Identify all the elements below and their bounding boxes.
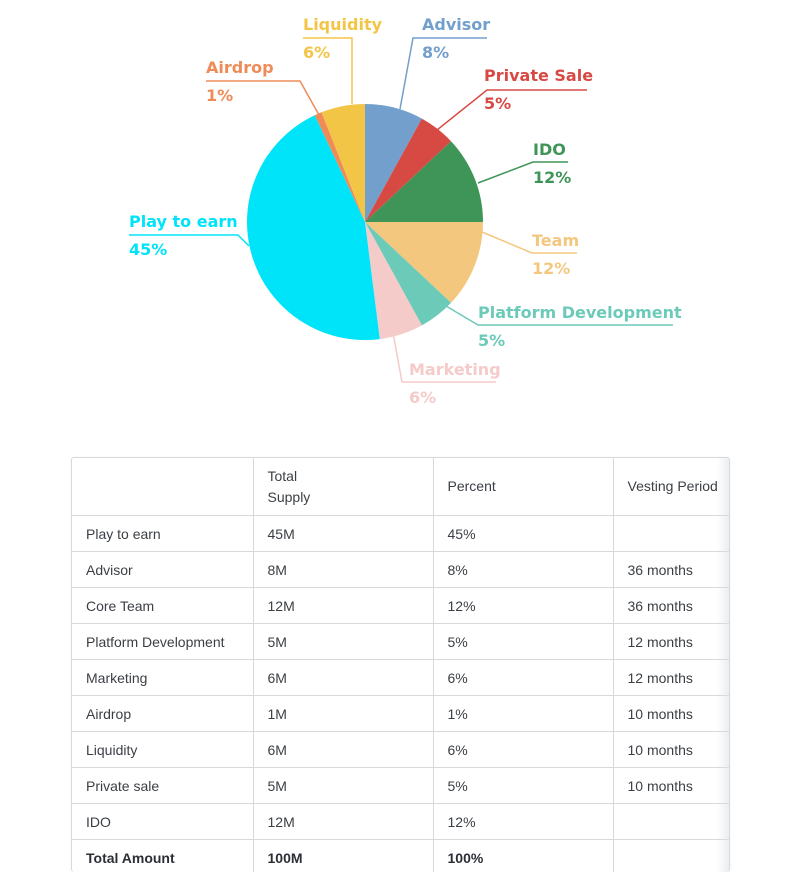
cell-percent: 45% — [433, 516, 613, 552]
token-distribution-pie-chart: Advisor 8% Private Sale 5% IDO 12% Team 12% Plat… — [0, 0, 787, 420]
slice-label: Private Sale — [484, 66, 593, 85]
cell-category: IDO — [72, 804, 253, 840]
cell-supply: 1M — [253, 696, 433, 732]
cell-vesting — [613, 516, 729, 552]
cell-vesting: 10 months — [613, 768, 729, 804]
allocation-table: Total Supply Percent Vesting Period Play … — [72, 458, 729, 872]
slice-label: Airdrop — [206, 58, 274, 77]
slice-percent-label: 5% — [478, 331, 505, 350]
cell-category: Platform Development — [72, 624, 253, 660]
cell-category: Airdrop — [72, 696, 253, 732]
header-total-supply-line1: Total — [268, 468, 298, 484]
table-row: Platform Development 5M 5% 12 months — [72, 624, 729, 660]
cell-supply: 5M — [253, 768, 433, 804]
slice-percent-label: 6% — [409, 388, 436, 407]
cell-vesting: 36 months — [613, 588, 729, 624]
cell-category: Core Team — [72, 588, 253, 624]
slice-percent-label: 5% — [484, 94, 511, 113]
slice-label: Platform Development — [478, 303, 682, 322]
table-row: Play to earn 45M 45% — [72, 516, 729, 552]
header-vesting-period: Vesting Period — [613, 458, 729, 516]
header-category — [72, 458, 253, 516]
cell-percent: 12% — [433, 588, 613, 624]
total-label: Total Amount — [72, 840, 253, 872]
cell-vesting: 12 months — [613, 624, 729, 660]
table-header-row: Total Supply Percent Vesting Period — [72, 458, 729, 516]
cell-category: Marketing — [72, 660, 253, 696]
slice-label: IDO — [533, 140, 566, 159]
table-row: Advisor 8M 8% 36 months — [72, 552, 729, 588]
cell-category: Advisor — [72, 552, 253, 588]
slice-percent-label: 45% — [129, 240, 167, 259]
slice-label: Team — [532, 231, 579, 250]
cell-percent: 6% — [433, 732, 613, 768]
cell-supply: 8M — [253, 552, 433, 588]
cell-vesting: 10 months — [613, 732, 729, 768]
table-row: Liquidity 6M 6% 10 months — [72, 732, 729, 768]
slice-percent-label: 12% — [532, 259, 570, 278]
total-percent: 100% — [433, 840, 613, 872]
cell-supply: 6M — [253, 660, 433, 696]
cell-percent: 12% — [433, 804, 613, 840]
cell-percent: 5% — [433, 624, 613, 660]
slice-percent-label: 6% — [303, 43, 330, 62]
cell-supply: 5M — [253, 624, 433, 660]
cell-vesting: 10 months — [613, 696, 729, 732]
cell-supply: 6M — [253, 732, 433, 768]
total-supply: 100M — [253, 840, 433, 872]
slice-label: Marketing — [409, 360, 501, 379]
cell-percent: 5% — [433, 768, 613, 804]
table-row: Private sale 5M 5% 10 months — [72, 768, 729, 804]
cell-vesting: 12 months — [613, 660, 729, 696]
cell-category: Liquidity — [72, 732, 253, 768]
slice-label: Liquidity — [303, 15, 383, 34]
leader-line — [437, 90, 587, 130]
table-row: IDO 12M 12% — [72, 804, 729, 840]
cell-percent: 8% — [433, 552, 613, 588]
total-vesting — [613, 840, 729, 872]
header-percent: Percent — [433, 458, 613, 516]
cell-percent: 1% — [433, 696, 613, 732]
header-total-supply: Total Supply — [253, 458, 433, 516]
slice-percent-label: 12% — [533, 168, 571, 187]
slice-percent-label: 8% — [422, 43, 449, 62]
slice-label: Advisor — [422, 15, 490, 34]
slice-label: Play to earn — [129, 212, 238, 231]
cell-vesting: 36 months — [613, 552, 729, 588]
table-total-row: Total Amount 100M 100% — [72, 840, 729, 872]
cell-supply: 12M — [253, 804, 433, 840]
table-row: Core Team 12M 12% 36 months — [72, 588, 729, 624]
cell-supply: 45M — [253, 516, 433, 552]
cell-supply: 12M — [253, 588, 433, 624]
slice-percent-label: 1% — [206, 86, 233, 105]
allocation-table-container: Total Supply Percent Vesting Period Play … — [71, 457, 730, 872]
cell-category: Private sale — [72, 768, 253, 804]
cell-vesting — [613, 804, 729, 840]
table-row: Marketing 6M 6% 12 months — [72, 660, 729, 696]
cell-category: Play to earn — [72, 516, 253, 552]
table-row: Airdrop 1M 1% 10 months — [72, 696, 729, 732]
header-total-supply-line2: Supply — [268, 489, 311, 505]
cell-percent: 6% — [433, 660, 613, 696]
